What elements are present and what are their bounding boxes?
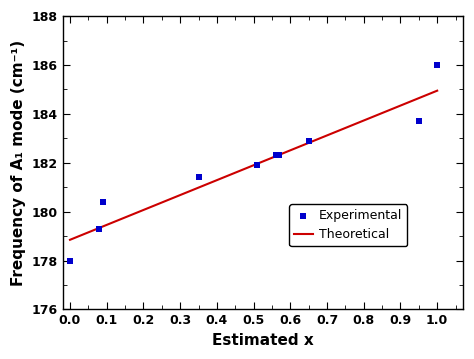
Experimental [272, 153, 279, 158]
Experimental [415, 118, 423, 124]
Experimental [96, 226, 103, 232]
Experimental [254, 162, 261, 168]
Experimental [99, 199, 107, 205]
Experimental [66, 258, 74, 264]
Experimental [433, 62, 441, 68]
Experimental [195, 174, 202, 180]
Experimental [275, 153, 283, 158]
Y-axis label: Frequency of A₁ mode (cm⁻¹): Frequency of A₁ mode (cm⁻¹) [11, 40, 26, 286]
X-axis label: Estimated x: Estimated x [212, 333, 314, 348]
Legend: Experimental, Theoretical: Experimental, Theoretical [289, 204, 408, 247]
Experimental [305, 138, 312, 144]
